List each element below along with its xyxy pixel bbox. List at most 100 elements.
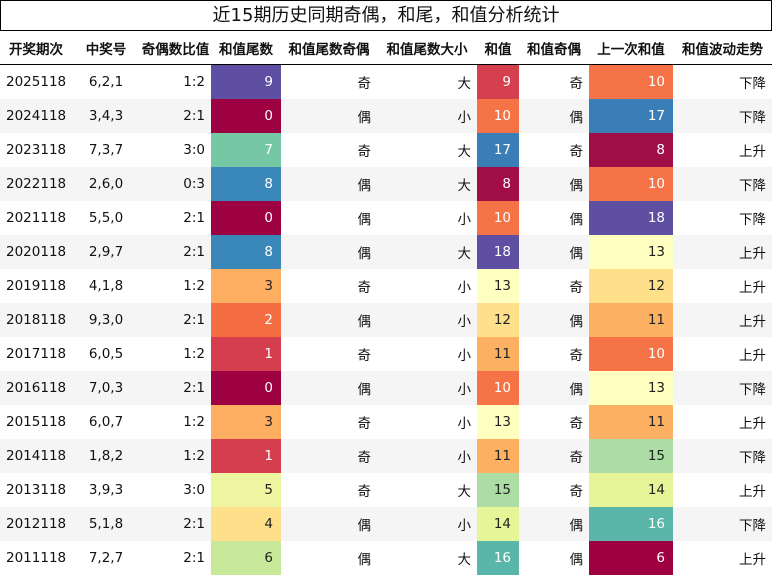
cell-odd-even-ratio: 1:2	[183, 346, 205, 362]
cell-sum-parity: 奇	[569, 416, 584, 432]
cell-sum: 9	[477, 64, 519, 99]
cell-prev-sum: 16	[589, 507, 673, 541]
cell-draw: 3,4,3	[72, 99, 140, 133]
cell-odd-even-ratio: 1:2	[183, 414, 205, 430]
cell-issue: 2011118	[6, 550, 67, 566]
cell-tail-parity: 偶	[281, 371, 377, 405]
cell-prev-sum: 17	[589, 99, 673, 133]
cell-issue: 2022118	[0, 167, 72, 201]
header-tail-parity: 和值尾数奇偶	[281, 31, 377, 65]
cell-odd-even-ratio: 1:2	[183, 74, 205, 90]
cell-trend: 下降	[673, 99, 772, 133]
cell-trend: 下降	[673, 371, 772, 405]
header-odd-even-ratio: 奇偶数比值	[140, 31, 211, 65]
cell-prev-sum: 14	[589, 473, 673, 507]
cell-tail-size: 小	[377, 99, 477, 133]
cell-trend: 上升	[739, 144, 766, 160]
cell-sum-tail: 0	[211, 371, 281, 405]
cell-tail-parity: 奇	[357, 416, 372, 432]
cell-prev-sum: 10	[589, 167, 673, 201]
cell-draw: 5,5,0	[88, 210, 124, 226]
cell-prev-sum: 10	[589, 337, 673, 371]
cell-prev-sum: 10	[589, 64, 673, 99]
cell-trend: 上升	[739, 348, 766, 364]
table-row: 2022118 2,6,0 0:3 8 偶大 8 偶 10 下降	[0, 167, 772, 201]
cell-odd-even-ratio: 2:1	[140, 235, 211, 269]
cell-tail-parity: 偶	[281, 99, 377, 133]
cell-draw: 3,9,3	[88, 482, 124, 498]
cell-trend: 下降	[673, 167, 772, 201]
cell-draw: 7,2,7	[88, 550, 124, 566]
cell-issue: 2020118	[0, 235, 72, 269]
header-tail-size: 和值尾数大小	[377, 31, 477, 65]
cell-sum-parity: 偶	[519, 99, 589, 133]
cell-odd-even-ratio: 1:2	[183, 278, 205, 294]
cell-sum-tail: 4	[211, 507, 281, 541]
table-row: 2014118 1,8,2 1:2 1 奇小 11 奇 15 下降	[0, 439, 772, 473]
cell-tail-parity: 偶	[357, 552, 372, 568]
cell-sum-tail: 8	[211, 235, 281, 269]
header-sum: 和值	[477, 31, 519, 65]
header-sum-tail: 和值尾数	[211, 31, 281, 65]
table-row: 2017118 6,0,5 1:2 1 奇 小 11 奇 10 上升	[0, 337, 772, 371]
cell-odd-even-ratio: 3:0	[183, 142, 205, 158]
cell-issue: 2016118	[0, 371, 72, 405]
cell-prev-sum: 12	[589, 269, 673, 303]
cell-issue: 2025118	[6, 74, 67, 90]
cell-sum: 13	[477, 269, 519, 303]
cell-draw: 6,0,5	[88, 346, 124, 362]
cell-prev-sum: 11	[589, 303, 673, 337]
cell-tail-parity: 偶	[281, 507, 377, 541]
cell-issue: 2023118	[6, 142, 67, 158]
cell-trend: 下降	[739, 212, 766, 228]
cell-sum-parity: 偶	[519, 303, 589, 337]
cell-sum: 10	[477, 201, 519, 235]
cell-draw: 6,0,7	[88, 414, 124, 430]
header-trend: 和值波动走势	[673, 31, 772, 65]
stats-table: 开奖期次 中奖号 奇偶数比值 和值尾数 和值尾数奇偶 和值尾数大小 和值 和值奇…	[0, 31, 772, 575]
cell-draw: 7,0,3	[72, 371, 140, 405]
table-row: 2020118 2,9,7 2:1 8 偶大 18 偶 13 上升	[0, 235, 772, 269]
cell-trend: 上升	[673, 235, 772, 269]
cell-sum-parity: 偶	[519, 167, 589, 201]
cell-trend: 上升	[739, 280, 766, 296]
cell-tail-parity: 偶	[281, 303, 377, 337]
cell-tail-size: 小	[377, 371, 477, 405]
cell-draw: 5,1,8	[72, 507, 140, 541]
header-prev-sum: 上一次和值	[589, 31, 673, 65]
cell-odd-even-ratio: 2:1	[183, 210, 205, 226]
cell-issue: 2013118	[6, 482, 67, 498]
table-body: 2025118 6,2,1 1:2 9 奇大 9 奇 10 下降 2024118 3,4,3 2:1 0…	[0, 64, 772, 575]
cell-tail-parity: 偶	[281, 167, 377, 201]
cell-trend: 上升	[673, 303, 772, 337]
cell-tail-size: 小	[377, 507, 477, 541]
cell-tail-parity: 偶	[357, 212, 372, 228]
cell-issue: 2018118	[0, 303, 72, 337]
cell-sum: 14	[477, 507, 519, 541]
cell-sum-parity: 偶	[519, 235, 589, 269]
cell-issue: 2014118	[0, 439, 72, 473]
cell-odd-even-ratio: 1:2	[140, 439, 211, 473]
cell-issue: 2015118	[6, 414, 67, 430]
cell-sum-tail: 8	[211, 167, 281, 201]
cell-tail-parity: 奇	[357, 280, 372, 296]
cell-sum: 10	[477, 99, 519, 133]
cell-issue: 2017118	[6, 346, 67, 362]
cell-draw: 9,3,0	[72, 303, 140, 337]
cell-sum-parity: 奇	[569, 348, 584, 364]
cell-trend: 下降	[739, 76, 766, 92]
cell-tail-size: 大	[457, 76, 472, 92]
cell-tail-size: 大	[457, 552, 472, 568]
cell-prev-sum: 11	[589, 405, 673, 439]
cell-tail-size: 小	[457, 280, 472, 296]
cell-trend: 上升	[739, 484, 766, 500]
cell-sum-tail: 5	[211, 473, 281, 507]
cell-tail-parity: 奇	[357, 484, 372, 500]
cell-tail-size: 大	[457, 144, 472, 160]
cell-sum-tail: 6	[211, 541, 281, 575]
cell-draw: 2,9,7	[72, 235, 140, 269]
cell-prev-sum: 13	[589, 371, 673, 405]
cell-prev-sum: 15	[589, 439, 673, 473]
table-row: 2024118 3,4,3 2:1 0 偶小 10 偶 17 下降	[0, 99, 772, 133]
